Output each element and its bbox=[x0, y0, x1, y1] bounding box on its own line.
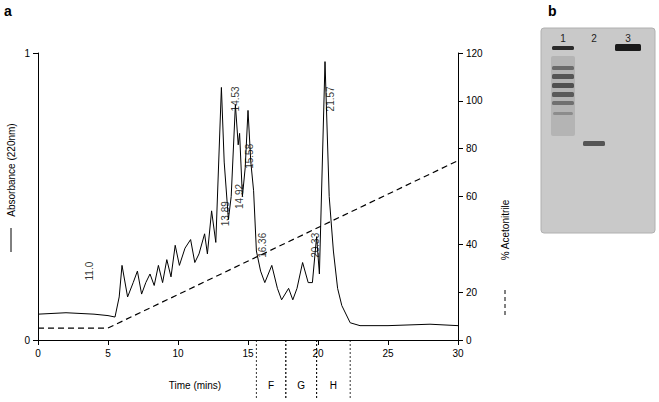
svg-text:H: H bbox=[330, 380, 337, 391]
svg-text:1: 1 bbox=[560, 33, 566, 44]
svg-text:2: 2 bbox=[591, 33, 597, 44]
svg-text:16.36: 16.36 bbox=[256, 232, 268, 258]
svg-text:21.57: 21.57 bbox=[325, 86, 337, 112]
svg-text:15: 15 bbox=[242, 348, 254, 359]
svg-text:14.92: 14.92 bbox=[234, 184, 246, 209]
svg-text:a: a bbox=[4, 3, 12, 19]
svg-text:100: 100 bbox=[466, 95, 483, 106]
svg-text:Time (mins): Time (mins) bbox=[169, 380, 221, 391]
svg-text:G: G bbox=[297, 380, 305, 391]
svg-text:20: 20 bbox=[466, 287, 478, 298]
svg-text:80: 80 bbox=[466, 143, 478, 154]
svg-text:0: 0 bbox=[35, 348, 41, 359]
svg-text:11.0: 11.0 bbox=[84, 261, 95, 280]
svg-text:b: b bbox=[548, 3, 557, 19]
svg-text:25: 25 bbox=[382, 348, 394, 359]
svg-text:20.33: 20.33 bbox=[309, 232, 321, 258]
svg-text:5: 5 bbox=[105, 348, 111, 359]
svg-text:0: 0 bbox=[466, 335, 472, 346]
svg-text:30: 30 bbox=[452, 348, 464, 359]
svg-text:15.58: 15.58 bbox=[243, 143, 255, 169]
svg-text:20: 20 bbox=[312, 348, 324, 359]
svg-text:60: 60 bbox=[466, 191, 478, 202]
svg-text:1: 1 bbox=[24, 48, 30, 59]
svg-text:% Acetonitrile: % Acetonitrile bbox=[500, 199, 511, 260]
svg-text:14.53: 14.53 bbox=[229, 86, 241, 112]
svg-text:40: 40 bbox=[466, 239, 478, 250]
svg-text:Absorbance (220nm): Absorbance (220nm) bbox=[6, 123, 17, 216]
svg-text:0: 0 bbox=[24, 335, 30, 346]
svg-text:F: F bbox=[268, 380, 274, 391]
svg-text:3: 3 bbox=[625, 33, 631, 44]
svg-text:13.89: 13.89 bbox=[220, 201, 232, 227]
svg-text:120: 120 bbox=[466, 48, 483, 59]
svg-text:10: 10 bbox=[172, 348, 184, 359]
